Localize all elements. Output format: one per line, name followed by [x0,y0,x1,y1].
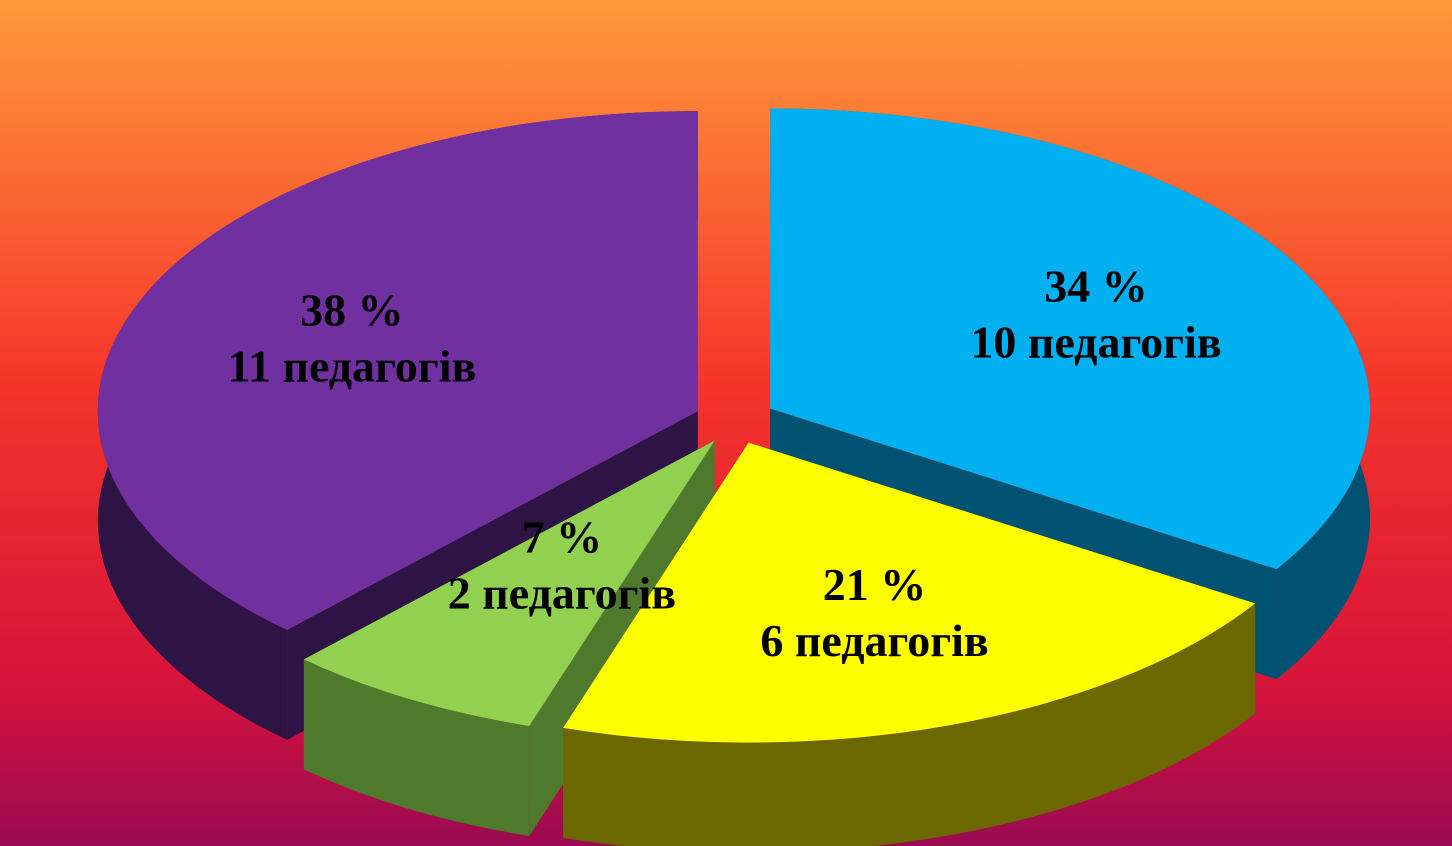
slice [97,111,698,630]
data-label: 2 педагогів [448,567,676,618]
pie: 34 %10 педагогів 21 %6 педагогів 7 %2 педа… [97,108,1371,846]
slice [303,440,715,726]
data-label: 6 педагогів [760,615,988,666]
data-label: 21 % [823,559,927,610]
slice [770,108,1371,570]
slice [563,442,1256,743]
slice-side [563,603,1256,846]
slice-side [303,659,530,836]
data-label: 10 педагогів [970,316,1221,367]
data-label: 11 педагогів [228,340,477,391]
data-label: 38 % [300,284,404,335]
data-label: 7 % [522,511,603,562]
data-label: 34 % [1044,260,1148,311]
